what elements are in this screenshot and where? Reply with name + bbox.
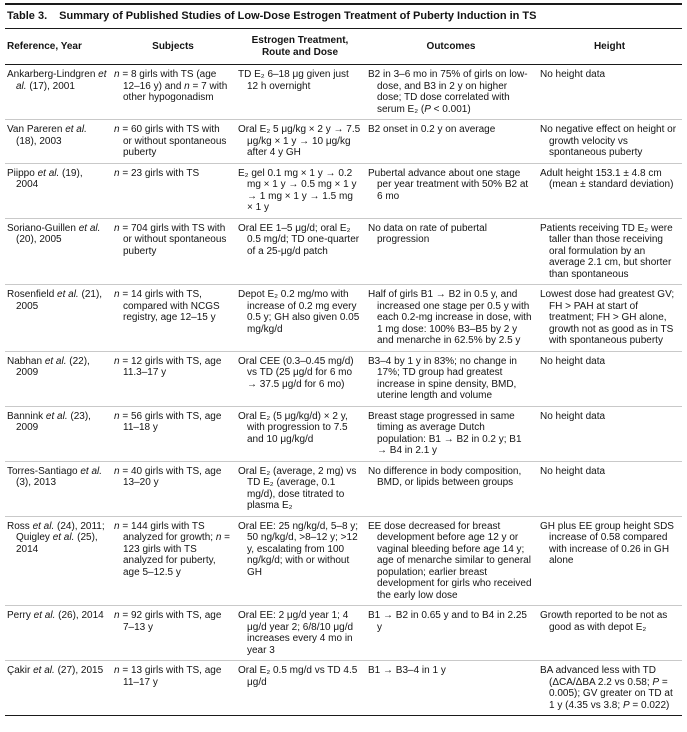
outcomes-cell: Half of girls B1 → B2 in 0.5 y, and incr… <box>365 284 537 351</box>
subjects-cell: n = 23 girls with TS <box>111 162 235 218</box>
table-row: Bannink et al. (23), 2009 n = 56 girls wi… <box>5 405 682 461</box>
table-row: Van Pareren et al. (18), 2003 n = 60 girl… <box>5 119 682 163</box>
table-row: Ankarberg-Lindgren et al. (17), 2001 n = … <box>5 65 682 120</box>
subjects-cell: n = 8 girls with TS (age 12–16 y) and n … <box>114 69 228 103</box>
subjects-cell: n = 13 girls with TS, age 11–17 y <box>111 660 235 715</box>
outcomes-cell: EE dose decreased for breast development… <box>365 515 537 606</box>
treatment-cell: Oral E₂ (average, 2 mg) vs TD E₂ (averag… <box>235 460 365 516</box>
reference-cell: Bannink et al. (23), 2009 <box>5 405 111 461</box>
subjects-cell: n = 12 girls with TS, age 11.3–17 y <box>111 350 235 406</box>
subjects-cell: n = 60 girls with TS with or without spo… <box>111 119 235 163</box>
treatment-cell: Oral E₂ 0.5 mg/d vs TD 4.5 μg/d <box>235 660 365 715</box>
table-3: Table 3. Summary of Published Studies of … <box>5 3 682 716</box>
treatment-cell: Oral CEE (0.3–0.45 mg/d) vs TD (25 μg/d … <box>235 350 365 406</box>
column-header-height: Height <box>537 29 682 65</box>
subjects-cell: n = 704 girls with TS with or without sp… <box>111 217 235 285</box>
reference-cell: Rosenfield et al. (21), 2005 <box>5 284 111 351</box>
height-cell: No negative effect on height or growth v… <box>537 119 682 163</box>
outcomes-cell: Pubertal advance about one stage per yea… <box>365 162 537 218</box>
reference-cell: Van Pareren et al. (18), 2003 <box>5 119 111 163</box>
height-cell: Adult height 153.1 ± 4.8 cm (mean ± stan… <box>537 162 682 218</box>
column-header-reference-year: Reference, Year <box>5 29 111 65</box>
table-title-text: Summary of Published Studies of Low-Dose… <box>59 10 537 22</box>
treatment-cell: Oral EE: 2 μg/d year 1; 4 μg/d year 2; 6… <box>235 605 365 661</box>
table-number-label: Table 3. <box>7 10 48 22</box>
height-cell: Patients receiving TD E₂ were taller tha… <box>537 217 682 285</box>
reference-cell: Piippo et al. (19), 2004 <box>5 162 111 218</box>
treatment-cell: Oral EE 1–5 μg/d; oral E₂ 0.5 mg/d; TD o… <box>235 217 365 285</box>
treatment-cell: Oral EE: 25 ng/kg/d, 5–8 y; 50 ng/kg/d, … <box>235 515 365 606</box>
outcomes-cell: B1 → B2 in 0.65 y and to B4 in 2.25 y <box>365 605 537 661</box>
table-title: Table 3. Summary of Published Studies of … <box>5 5 682 29</box>
table-row: Çakir et al. (27), 2015 n = 13 girls with… <box>5 660 682 715</box>
height-cell: Lowest dose had greatest GV; FH > PAH at… <box>537 284 682 351</box>
table-body: Ankarberg-Lindgren et al. (17), 2001 n = … <box>5 65 682 715</box>
column-header-outcomes: Outcomes <box>365 29 537 65</box>
outcomes-cell: B1 → B3–4 in 1 y <box>365 660 537 715</box>
treatment-cell: Oral E₂ 5 μg/kg × 2 y → 7.5 μg/kg × 1 y … <box>235 119 365 163</box>
table-row: Perry et al. (26), 2014 n = 92 girls with… <box>5 605 682 661</box>
reference-cell: Perry et al. (26), 2014 <box>5 605 111 661</box>
subjects-cell: n = 144 girls with TS analyzed for growt… <box>111 515 235 606</box>
height-cell: GH plus EE group height SDS increase of … <box>537 515 682 606</box>
reference-cell: Çakir et al. (27), 2015 <box>5 660 111 715</box>
outcomes-cell: B2 onset in 0.2 y on average <box>365 119 537 163</box>
table-row: Rosenfield et al. (21), 2005 n = 14 girls… <box>5 284 682 351</box>
height-cell: BA advanced less with TD (ΔCA/ΔBA 2.2 vs… <box>537 660 682 715</box>
height-cell: No height data <box>537 350 682 406</box>
column-header-estrogen-treatment: Estrogen Treatment, Route and Dose <box>235 29 365 65</box>
outcomes-cell: No data on rate of pubertal progression <box>365 217 537 285</box>
treatment-cell: Depot E₂ 0.2 mg/mo with increase of 0.2 … <box>235 284 365 351</box>
outcomes-cell: B3–4 by 1 y in 83%; no change in 17%; TD… <box>365 350 537 406</box>
header-row: Reference, Year Subjects Estrogen Treatm… <box>5 29 682 65</box>
reference-cell: Nabhan et al. (22), 2009 <box>5 350 111 406</box>
outcomes-cell: Breast stage progressed in same timing a… <box>365 405 537 461</box>
treatment-cell: E₂ gel 0.1 mg × 1 y → 0.2 mg × 1 y → 0.5… <box>235 162 365 218</box>
height-cell: Growth reported to be not as good as wit… <box>537 605 682 661</box>
treatment-cell: Oral E₂ (5 μg/kg/d) × 2 y, with progress… <box>235 405 365 461</box>
subjects-cell: n = 14 girls with TS, compared with NCGS… <box>111 284 235 351</box>
treatment-cell: TD E₂ 6–18 μg given just 12 h overnight <box>238 69 349 92</box>
table-row: Ross et al. (24), 2011; Quigley et al. (… <box>5 515 682 606</box>
table-row: Soriano-Guillen et al. (20), 2005 n = 704… <box>5 217 682 285</box>
reference-cell: Ankarberg-Lindgren et al. (17), 2001 <box>7 69 107 92</box>
table-row: Piippo et al. (19), 2004 n = 23 girls wit… <box>5 162 682 218</box>
height-cell: No height data <box>540 69 606 80</box>
outcomes-cell: No difference in body composition, BMD, … <box>365 460 537 516</box>
reference-cell: Ross et al. (24), 2011; Quigley et al. (… <box>5 515 111 606</box>
height-cell: No height data <box>537 460 682 516</box>
subjects-cell: n = 92 girls with TS, age 7–13 y <box>111 605 235 661</box>
studies-table: Reference, Year Subjects Estrogen Treatm… <box>5 29 682 715</box>
column-header-subjects: Subjects <box>111 29 235 65</box>
subjects-cell: n = 40 girls with TS, age 13–20 y <box>111 460 235 516</box>
subjects-cell: n = 56 girls with TS, age 11–18 y <box>111 405 235 461</box>
height-cell: No height data <box>537 405 682 461</box>
table-row: Torres-Santiago et al. (3), 2013 n = 40 g… <box>5 460 682 516</box>
reference-cell: Soriano-Guillen et al. (20), 2005 <box>5 217 111 285</box>
reference-cell: Torres-Santiago et al. (3), 2013 <box>5 460 111 516</box>
outcomes-cell: B2 in 3–6 mo in 75% of girls on low-dose… <box>368 69 528 115</box>
table-row: Nabhan et al. (22), 2009 n = 12 girls wit… <box>5 350 682 406</box>
